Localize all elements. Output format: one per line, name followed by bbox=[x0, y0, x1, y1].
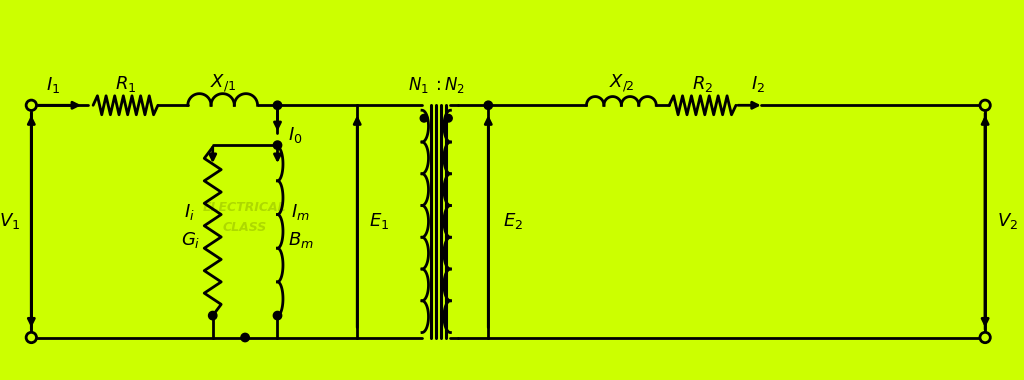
Text: $X_{/2}$: $X_{/2}$ bbox=[608, 73, 634, 94]
Text: $V_2$: $V_2$ bbox=[996, 211, 1018, 231]
Text: $I_m$: $I_m$ bbox=[291, 203, 310, 222]
Text: $R_1$: $R_1$ bbox=[115, 74, 136, 94]
Text: $I_1$: $I_1$ bbox=[46, 75, 60, 95]
Circle shape bbox=[209, 311, 217, 320]
Circle shape bbox=[241, 333, 249, 342]
Circle shape bbox=[980, 332, 990, 343]
Text: $B_m$: $B_m$ bbox=[288, 230, 313, 250]
Circle shape bbox=[27, 100, 37, 111]
Circle shape bbox=[484, 101, 493, 109]
Text: ELECTRICAL: ELECTRICAL bbox=[203, 201, 287, 214]
Circle shape bbox=[273, 311, 282, 320]
Text: $I_0$: $I_0$ bbox=[288, 125, 303, 145]
Text: $X_{/1}$: $X_{/1}$ bbox=[210, 73, 236, 94]
Circle shape bbox=[980, 100, 990, 111]
Circle shape bbox=[273, 101, 282, 109]
Circle shape bbox=[273, 141, 282, 149]
Circle shape bbox=[27, 332, 37, 343]
Text: $N_1$: $N_1$ bbox=[408, 75, 428, 95]
Text: $I_2$: $I_2$ bbox=[751, 74, 765, 94]
Text: $N_2$: $N_2$ bbox=[444, 75, 465, 95]
Text: $G_i$: $G_i$ bbox=[181, 230, 201, 250]
Text: CLASS: CLASS bbox=[222, 222, 266, 234]
Text: $R_2$: $R_2$ bbox=[692, 74, 713, 94]
Circle shape bbox=[444, 114, 453, 122]
Text: $I_i$: $I_i$ bbox=[184, 203, 196, 222]
Circle shape bbox=[420, 114, 428, 122]
Text: $V_1$: $V_1$ bbox=[0, 211, 20, 231]
Text: $E_1$: $E_1$ bbox=[369, 211, 389, 231]
Text: $:$: $:$ bbox=[432, 77, 440, 94]
Text: $E_2$: $E_2$ bbox=[503, 211, 523, 231]
